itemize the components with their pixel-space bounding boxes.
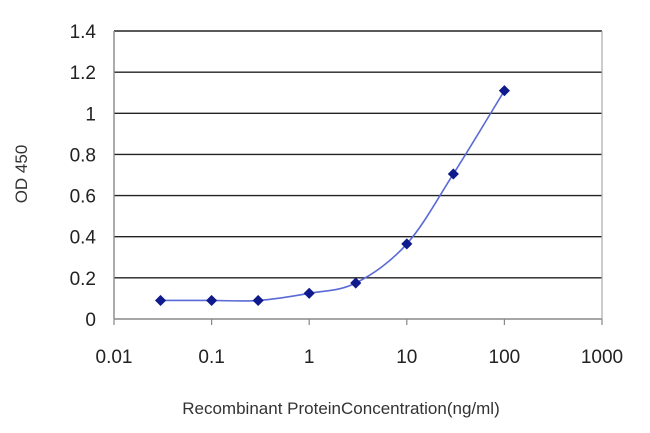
x-tick-label: 0.01 bbox=[96, 347, 133, 368]
y-tick-label: 0.6 bbox=[70, 187, 96, 208]
data-point-5 bbox=[401, 238, 413, 250]
data-point-7 bbox=[498, 85, 510, 97]
series bbox=[155, 85, 510, 307]
x-tick-label: 1 bbox=[304, 347, 315, 368]
data-point-0 bbox=[155, 294, 167, 307]
data-point-1 bbox=[206, 294, 218, 307]
data-point-4 bbox=[350, 277, 362, 289]
y-axis-title: OD 450 bbox=[12, 145, 31, 204]
y-tick-label: 1.2 bbox=[70, 63, 96, 84]
data-point-6 bbox=[447, 168, 459, 180]
x-tick-labels: 0.01 0.1 1 10 100 1000 bbox=[96, 319, 623, 368]
y-tick-labels: 0 0.2 0.4 0.6 0.8 1 1.2 1.4 bbox=[70, 22, 97, 331]
data-point-2 bbox=[252, 294, 264, 307]
y-tick-label: 0.8 bbox=[70, 145, 96, 166]
y-tick-label: 0 bbox=[85, 310, 96, 331]
x-tick-label: 10 bbox=[396, 347, 417, 368]
y-tick-label: 1 bbox=[85, 104, 96, 125]
x-tick-label: 100 bbox=[489, 347, 521, 368]
plot-frame bbox=[113, 31, 603, 320]
x-tick-label: 0.1 bbox=[198, 347, 224, 368]
y-tick-label: 1.4 bbox=[70, 22, 97, 43]
x-axis-title: Recombinant ProteinConcentration(ng/ml) bbox=[182, 399, 500, 418]
y-tick-label: 0.2 bbox=[70, 269, 96, 290]
grid-lines bbox=[114, 30, 602, 279]
x-tick-label: 1000 bbox=[581, 347, 623, 368]
data-point-3 bbox=[303, 287, 315, 299]
y-tick-label: 0.4 bbox=[70, 228, 97, 249]
